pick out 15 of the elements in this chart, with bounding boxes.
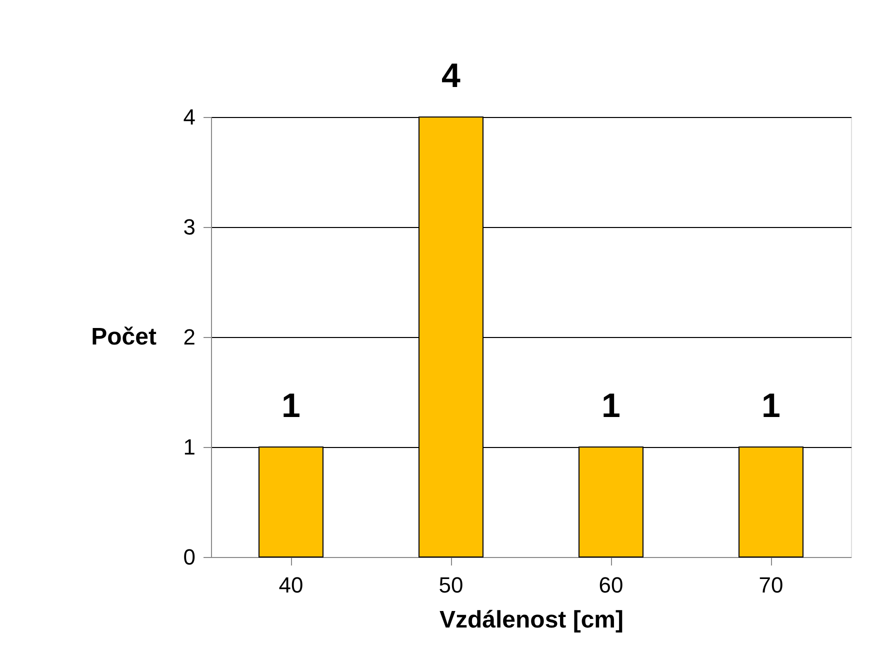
x-tick-label: 50 [438,572,464,598]
data-label: 1 [602,387,620,425]
y-tick-label: 2 [183,324,196,350]
data-label: 1 [282,387,300,425]
y-tick-label: 4 [183,104,196,130]
data-label: 1 [762,387,780,425]
x-axis-title: Vzdálenost [cm] [439,606,624,634]
x-tick-label: 60 [598,572,624,598]
x-tick-label: 70 [758,572,784,598]
y-tick-label: 3 [183,214,196,240]
x-tick-label: 40 [278,572,304,598]
data-label: 4 [442,57,461,95]
y-tick-label: 0 [183,544,196,570]
y-axis-title: Počet [91,324,157,350]
y-tick-label: 1 [183,434,196,460]
